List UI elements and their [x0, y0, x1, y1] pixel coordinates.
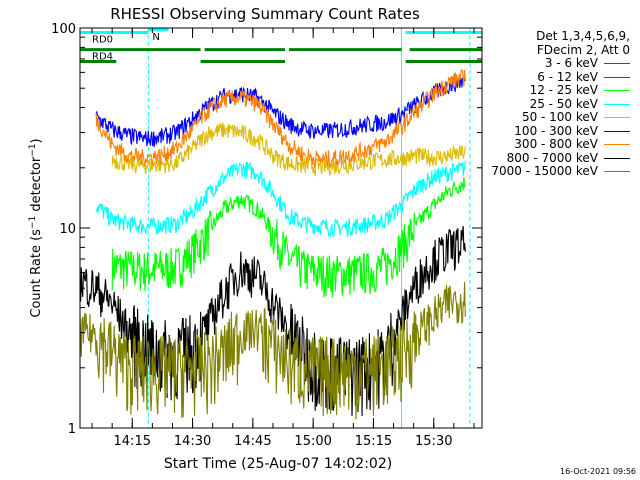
- series-line-8: [79, 281, 466, 420]
- legend-rows: 3 - 6 keV 6 - 12 keV 12 - 25 keV 25 - 50 ke…: [470, 56, 630, 179]
- series-line-2: [111, 177, 466, 298]
- series-line-6: [95, 69, 466, 169]
- x-tick-label-2: 14:45: [234, 434, 271, 449]
- legend-entry-6: 300 - 800 keV: [470, 137, 630, 152]
- legend-swatch: [604, 130, 630, 132]
- legend-entry-4: 50 - 100 keV: [470, 110, 630, 125]
- legend-entry-3: 25 - 50 keV: [470, 96, 630, 112]
- legend-entry-0: 3 - 6 keV: [470, 56, 630, 71]
- legend-entry-5: 100 - 300 keV: [470, 123, 630, 139]
- legend-label: 6 - 12 keV: [537, 69, 598, 84]
- legend-label: 7000 - 15000 keV: [491, 164, 598, 178]
- legend-entry-1: 6 - 12 keV: [470, 69, 630, 85]
- legend-label: 800 - 7000 keV: [506, 150, 598, 165]
- legend-label: 3 - 6 keV: [544, 56, 598, 70]
- x-axis-label: Start Time (25-Aug-07 14:02:02): [164, 456, 392, 472]
- legend-swatch: [604, 76, 630, 78]
- overlay-label-rd0: RD0: [92, 34, 113, 45]
- legend-label: 25 - 50 keV: [529, 96, 598, 111]
- legend: Det 1,3,4,5,6,9, FDecim 2, Att 0 3 - 6 k…: [470, 29, 630, 179]
- plot-area: RD0 N RD4 1 10 100 14:15 14:30 14:45 15:00 15:15 15…: [51, 22, 483, 449]
- legend-swatch: [604, 117, 630, 119]
- y-tick-label-1: 10: [59, 222, 76, 237]
- y-axis-label: Count Rate (s−1 detector−1): [28, 138, 44, 317]
- x-tick-label-0: 14:15: [114, 434, 151, 449]
- legend-entry-7: 800 - 7000 keV: [470, 150, 630, 166]
- legend-header-line-2: FDecim 2, Att 0: [536, 42, 630, 57]
- legend-swatch: [604, 103, 630, 105]
- y-tick-label-0: 1: [68, 422, 76, 437]
- legend-label: 100 - 300 keV: [514, 123, 598, 138]
- chart-title: RHESSI Observing Summary Count Rates: [110, 5, 420, 23]
- y-tick-label-2: 100: [51, 22, 76, 37]
- legend-label: 50 - 100 keV: [521, 110, 598, 124]
- overlay-label-n: N: [152, 32, 159, 43]
- overlay-label-rd4: RD4: [92, 52, 113, 63]
- legend-entry-2: 12 - 25 keV: [470, 83, 630, 98]
- x-tick-label-4: 15:15: [355, 434, 392, 449]
- legend-swatch: [604, 157, 630, 159]
- legend-label: 300 - 800 keV: [514, 137, 598, 151]
- x-tick-label-1: 14:30: [174, 434, 211, 449]
- x-tick-label-5: 15:30: [415, 434, 452, 449]
- timestamp: 16-Oct-2021 09:56: [560, 467, 636, 476]
- legend-swatch: [604, 63, 630, 65]
- legend-swatch: [604, 90, 630, 92]
- legend-header-line-1: Det 1,3,4,5,6,9,: [536, 29, 630, 43]
- series-line-3: [95, 160, 466, 238]
- legend-swatch: [604, 171, 630, 173]
- series-line-5: [95, 74, 466, 147]
- legend-label: 12 - 25 keV: [529, 83, 598, 97]
- legend-entry-8: 7000 - 15000 keV: [470, 164, 630, 179]
- x-tick-label-3: 15:00: [294, 434, 331, 449]
- legend-swatch: [604, 144, 630, 146]
